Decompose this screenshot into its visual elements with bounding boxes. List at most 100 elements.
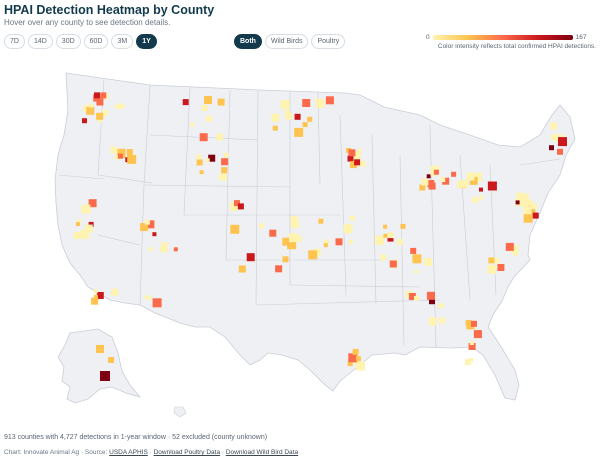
county-cell[interactable]: [96, 345, 104, 353]
county-cell[interactable]: [397, 238, 403, 245]
county-cell[interactable]: [348, 149, 356, 157]
county-cell[interactable]: [350, 161, 357, 169]
county-cell[interactable]: [308, 250, 318, 260]
county-cell[interactable]: [523, 213, 533, 223]
county-cell[interactable]: [201, 105, 208, 111]
county-cell[interactable]: [479, 187, 483, 192]
county-cell[interactable]: [557, 148, 563, 155]
county-cell[interactable]: [428, 182, 436, 190]
county-cell[interactable]: [93, 294, 98, 299]
county-cell[interactable]: [290, 220, 299, 229]
county-cell[interactable]: [275, 265, 283, 273]
county-cell[interactable]: [323, 243, 328, 248]
county-cell[interactable]: [199, 133, 208, 142]
county-cell[interactable]: [348, 353, 358, 363]
county-cell[interactable]: [100, 92, 107, 99]
source-link[interactable]: USDA APHIS: [109, 449, 148, 456]
county-cell[interactable]: [282, 237, 291, 246]
county-cell[interactable]: [93, 289, 98, 294]
county-cell[interactable]: [295, 235, 302, 242]
county-cell[interactable]: [230, 204, 237, 211]
county-cell[interactable]: [147, 295, 152, 300]
county-cell[interactable]: [208, 154, 216, 162]
county-cell[interactable]: [523, 206, 532, 215]
county-cell[interactable]: [108, 357, 114, 363]
county-cell[interactable]: [81, 204, 91, 214]
county-cell[interactable]: [259, 223, 264, 229]
county-cell[interactable]: [468, 343, 476, 350]
county-cell[interactable]: [343, 224, 353, 234]
county-cell[interactable]: [216, 133, 224, 141]
county-cell[interactable]: [356, 361, 365, 371]
county-cell[interactable]: [110, 146, 118, 154]
county-cell[interactable]: [271, 113, 280, 122]
county-cell[interactable]: [442, 177, 450, 185]
county-cell[interactable]: [96, 112, 104, 120]
time_ranges-button-30d[interactable]: 30D: [55, 34, 81, 49]
county-cell[interactable]: [282, 256, 289, 263]
county-cell[interactable]: [206, 115, 213, 122]
county-cell[interactable]: [88, 199, 97, 208]
county-cell[interactable]: [469, 341, 474, 345]
county-cell[interactable]: [86, 106, 95, 115]
county-cell[interactable]: [152, 298, 162, 308]
county-cell[interactable]: [387, 235, 394, 242]
county-cell[interactable]: [272, 125, 278, 131]
county-cell[interactable]: [148, 247, 153, 251]
county-cell[interactable]: [439, 317, 446, 324]
county-cell[interactable]: [354, 159, 361, 166]
county-cell[interactable]: [204, 96, 212, 105]
bird_types-button-wild-birds[interactable]: Wild Birds: [264, 34, 309, 49]
county-cell[interactable]: [419, 184, 426, 191]
county-cell[interactable]: [219, 173, 227, 181]
county-cell[interactable]: [284, 109, 290, 115]
county-cell[interactable]: [234, 200, 240, 207]
county-cell[interactable]: [383, 233, 388, 238]
county-cell[interactable]: [549, 145, 554, 151]
county-cell[interactable]: [325, 96, 334, 105]
county-cell[interactable]: [347, 361, 353, 367]
county-cell[interactable]: [410, 247, 417, 254]
county-cell[interactable]: [173, 247, 178, 252]
county-cell[interactable]: [383, 224, 388, 229]
county-cell[interactable]: [512, 245, 519, 251]
county-cell[interactable]: [389, 260, 397, 268]
county-cell[interactable]: [140, 223, 149, 232]
county-cell[interactable]: [532, 212, 539, 219]
county-cell[interactable]: [217, 98, 225, 106]
county-cell[interactable]: [205, 158, 210, 163]
county-cell[interactable]: [88, 221, 94, 227]
county-cell[interactable]: [522, 193, 529, 201]
county-cell[interactable]: [230, 224, 240, 234]
county-cell[interactable]: [238, 265, 246, 273]
county-cell[interactable]: [246, 253, 255, 262]
county-cell[interactable]: [429, 298, 435, 305]
county-cell[interactable]: [550, 122, 558, 130]
time_ranges-button-3m[interactable]: 3M: [111, 34, 134, 49]
county-cell[interactable]: [352, 348, 359, 355]
county-cell[interactable]: [119, 103, 125, 109]
county-cell[interactable]: [472, 197, 479, 203]
county-cell[interactable]: [387, 232, 394, 239]
time_ranges-button-14d[interactable]: 14D: [27, 34, 53, 49]
county-cell[interactable]: [287, 240, 297, 250]
county-cell[interactable]: [421, 178, 429, 186]
county-cell[interactable]: [223, 152, 229, 158]
county-cell[interactable]: [461, 180, 469, 188]
county-cell[interactable]: [412, 254, 422, 264]
county-cell[interactable]: [160, 245, 168, 253]
county-cell[interactable]: [426, 174, 431, 179]
county-cell[interactable]: [438, 303, 444, 309]
bird_types-button-poultry[interactable]: Poultry: [311, 34, 346, 49]
county-cell[interactable]: [523, 200, 533, 209]
county-cell[interactable]: [424, 258, 433, 266]
county-cell[interactable]: [355, 356, 361, 362]
county-cell[interactable]: [550, 134, 557, 141]
county-cell[interactable]: [516, 192, 524, 200]
county-cell[interactable]: [488, 257, 495, 264]
county-cell[interactable]: [466, 172, 475, 181]
county-cell[interactable]: [487, 264, 497, 274]
county-cell[interactable]: [357, 148, 362, 153]
county-cell[interactable]: [465, 359, 471, 366]
county-cell[interactable]: [414, 269, 419, 274]
